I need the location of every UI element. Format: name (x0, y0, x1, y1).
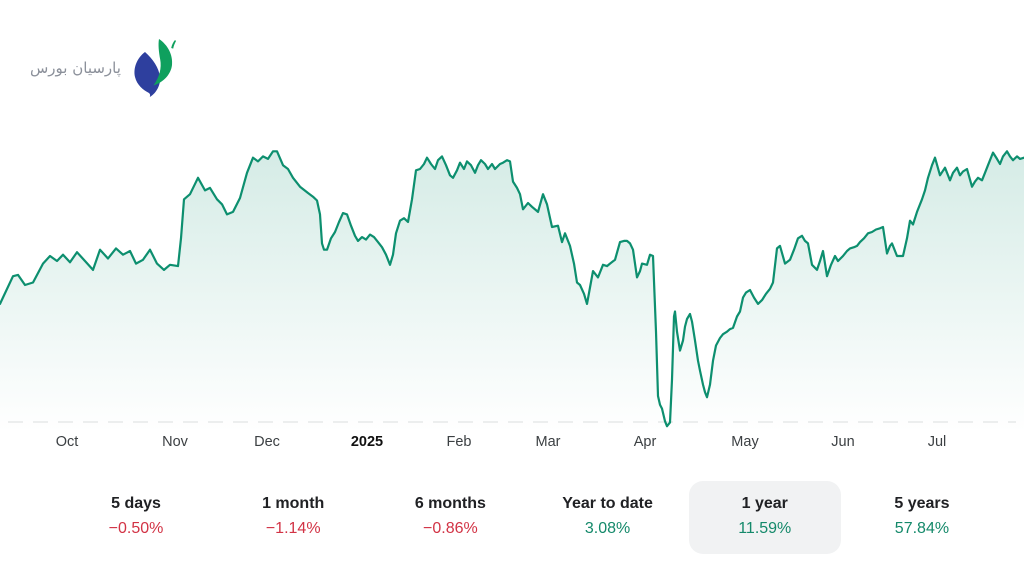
period-label: 1 month (262, 495, 325, 512)
period-label: 5 years (894, 495, 950, 512)
x-tick-label: Oct (56, 434, 79, 450)
brand-logo-icon (134, 39, 176, 97)
period-tab-6-months[interactable]: 6 months −0.86% (374, 481, 526, 554)
period-tab-1-month[interactable]: 1 month −1.14% (217, 481, 369, 554)
period-label: 6 months (414, 495, 486, 512)
x-tick-label: Nov (162, 434, 189, 450)
x-tick-label: Jun (831, 434, 854, 450)
price-chart[interactable]: Oct Nov Dec 2025 Feb Mar Apr May Jun Jul (0, 0, 1024, 460)
period-change-value: 3.08% (584, 520, 631, 537)
x-tick-label: Dec (254, 434, 280, 450)
period-change-value: 11.59% (738, 520, 792, 537)
period-label: 5 days (111, 495, 161, 512)
period-change-value: −1.14% (265, 520, 321, 537)
x-tick-label: 2025 (351, 434, 383, 450)
period-tab-year-to-date[interactable]: Year to date 3.08% (532, 481, 684, 554)
brand-logo-text: پارسیان بورس (30, 59, 121, 77)
x-tick-label: Jul (928, 434, 947, 450)
x-axis-ticks: Oct Nov Dec 2025 Feb Mar Apr May Jun Jul (56, 434, 947, 450)
period-change-value: −0.86% (423, 520, 478, 537)
period-selector: 5 days −0.50% 1 month −1.14% 6 months −0… (60, 481, 998, 554)
period-label: Year to date (562, 495, 653, 512)
period-change-value: −0.50% (108, 520, 164, 537)
x-tick-label: Apr (634, 434, 657, 450)
period-tab-5-years[interactable]: 5 years 57.84% (846, 481, 998, 554)
x-tick-label: Feb (447, 434, 472, 450)
period-tab-5-days[interactable]: 5 days −0.50% (60, 481, 212, 554)
x-tick-label: May (731, 434, 759, 450)
period-tab-1-year[interactable]: 1 year 11.59% (688, 481, 841, 554)
price-area (0, 151, 1024, 460)
price-line (0, 150, 1024, 428)
period-change-value: 57.84% (894, 520, 950, 537)
period-label: 1 year (741, 495, 788, 512)
x-tick-label: Mar (536, 434, 561, 450)
brand-logo: پارسیان بورس (30, 38, 176, 98)
